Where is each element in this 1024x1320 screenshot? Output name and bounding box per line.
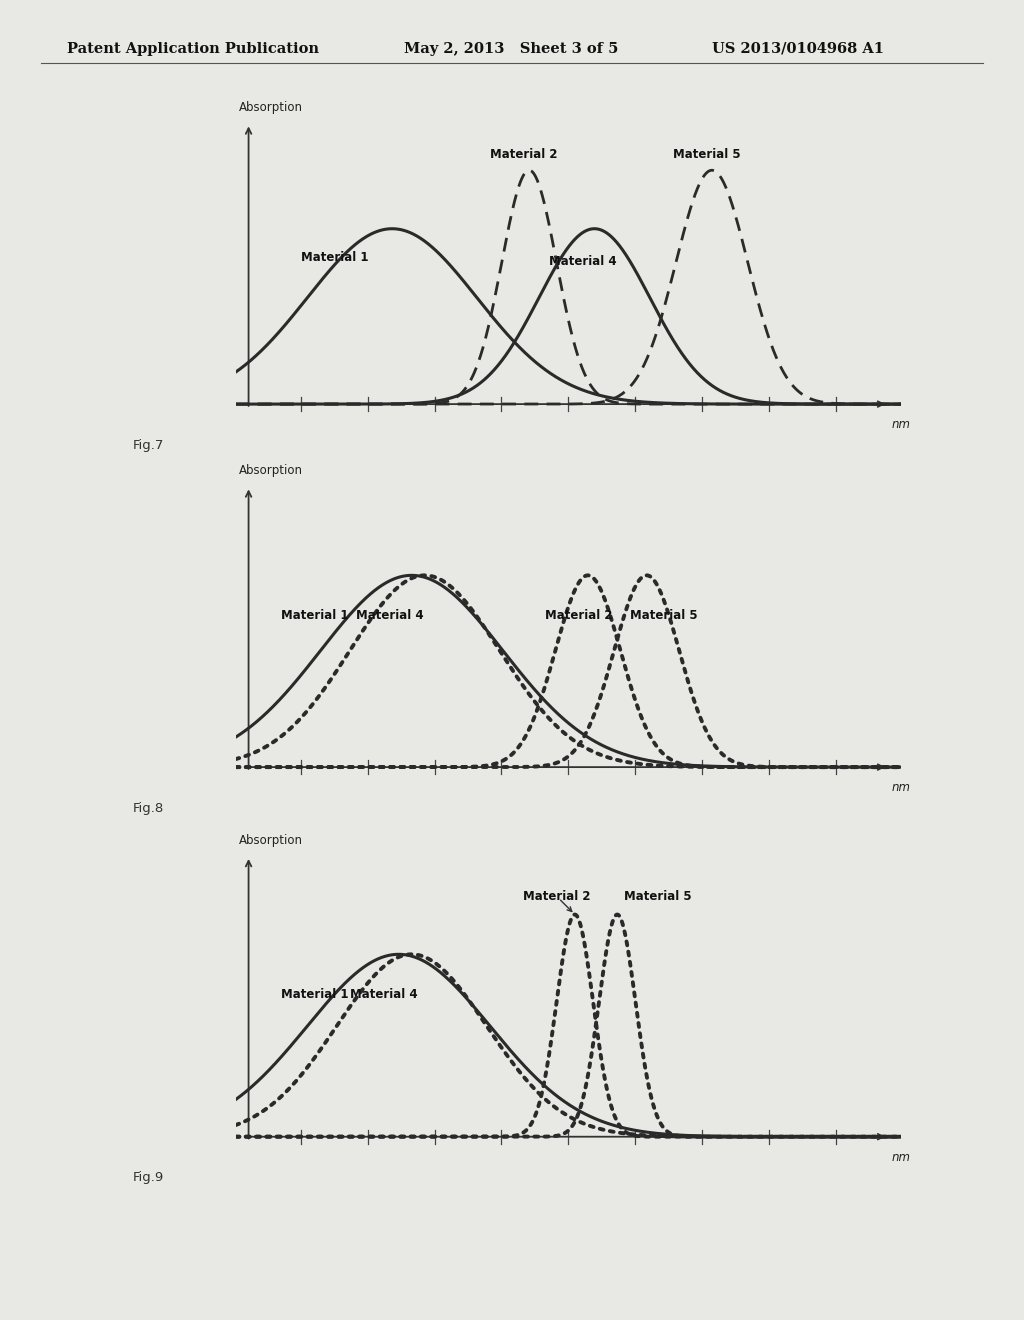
Text: Fig.9: Fig.9 (133, 1171, 165, 1184)
Text: Material 1: Material 1 (282, 609, 349, 622)
Text: nm: nm (891, 418, 910, 432)
Text: Material 5: Material 5 (624, 890, 691, 903)
Text: Material 4: Material 4 (549, 256, 616, 268)
Text: US 2013/0104968 A1: US 2013/0104968 A1 (712, 42, 884, 55)
Text: Material 5: Material 5 (631, 609, 698, 622)
Text: Fig.8: Fig.8 (133, 801, 165, 814)
Text: Material 2: Material 2 (490, 148, 557, 161)
Text: Material 4: Material 4 (356, 609, 424, 622)
Text: Material 4: Material 4 (350, 989, 418, 1001)
Text: Absorption: Absorption (239, 465, 303, 477)
Text: Absorption: Absorption (239, 834, 303, 846)
Text: Fig.7: Fig.7 (133, 438, 165, 451)
Text: Material 5: Material 5 (673, 148, 740, 161)
Text: Material 2: Material 2 (546, 609, 613, 622)
Text: Patent Application Publication: Patent Application Publication (67, 42, 318, 55)
Text: nm: nm (891, 781, 910, 795)
Text: Material 2: Material 2 (522, 890, 590, 903)
Text: May 2, 2013   Sheet 3 of 5: May 2, 2013 Sheet 3 of 5 (404, 42, 618, 55)
Text: nm: nm (891, 1151, 910, 1164)
Text: Absorption: Absorption (239, 102, 303, 114)
Text: Material 1: Material 1 (282, 989, 349, 1001)
Text: Material 1: Material 1 (301, 251, 369, 264)
